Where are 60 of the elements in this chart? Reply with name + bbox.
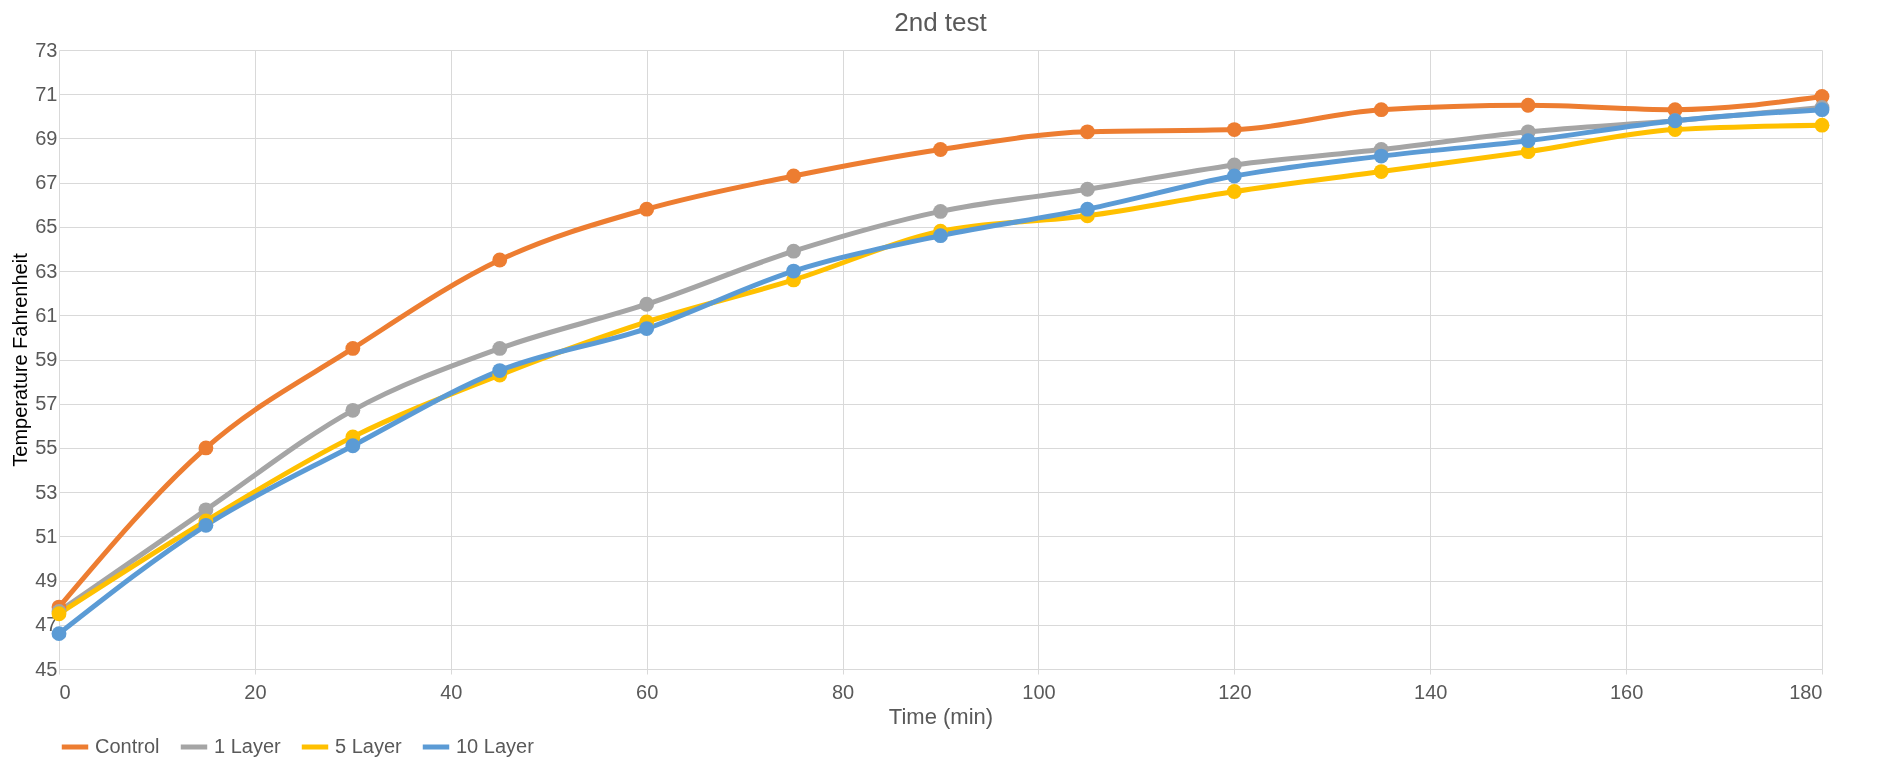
x-tick-label: 120 xyxy=(1218,680,1252,703)
point xyxy=(933,228,948,244)
point xyxy=(1226,122,1242,137)
point xyxy=(492,341,508,356)
point xyxy=(1373,148,1389,164)
y-tick-label: 49 xyxy=(35,569,58,592)
legend-label: 5 Layer xyxy=(335,735,403,757)
legend-label: 10 Layer xyxy=(456,735,535,757)
x-tick-label: 40 xyxy=(440,680,463,703)
x-tick-label: 180 xyxy=(1789,680,1823,703)
x-tick-label: 100 xyxy=(1022,680,1056,703)
point xyxy=(492,252,508,268)
point xyxy=(198,517,214,533)
y-tick-label: 63 xyxy=(35,259,58,282)
point xyxy=(492,363,508,378)
x-tick-label: 20 xyxy=(244,680,267,703)
y-tick-label: 73 xyxy=(35,38,58,61)
y-tick-label: 67 xyxy=(35,171,58,194)
point xyxy=(1080,201,1095,217)
y-tick-label: 55 xyxy=(35,436,58,459)
x-tick-label: 0 xyxy=(59,680,71,703)
y-tick-label: 71 xyxy=(35,82,58,105)
point xyxy=(1226,168,1242,184)
y-tick-label: 61 xyxy=(35,303,58,326)
chart-title: 2nd test xyxy=(894,7,988,37)
point xyxy=(1814,117,1830,133)
legend-label: 1 Layer xyxy=(214,735,282,757)
x-axis-title: Time (min) xyxy=(888,703,994,729)
legend-label: Control xyxy=(95,735,160,757)
point xyxy=(1373,102,1389,118)
y-tick-label: 57 xyxy=(35,392,58,415)
point xyxy=(1080,124,1095,140)
y-tick-label: 59 xyxy=(35,348,58,370)
point xyxy=(639,296,655,312)
point xyxy=(345,402,361,418)
point xyxy=(1520,97,1536,113)
point xyxy=(345,438,361,454)
point xyxy=(1226,184,1242,199)
point xyxy=(786,243,801,259)
point xyxy=(639,321,655,336)
y-tick-label: 69 xyxy=(35,126,58,149)
y-tick-label: 45 xyxy=(35,657,58,680)
point xyxy=(198,440,214,456)
x-tick-label: 60 xyxy=(636,680,659,703)
point xyxy=(1520,133,1536,149)
point xyxy=(933,203,948,219)
y-tick-label: 51 xyxy=(35,524,58,547)
y-axis-title: Temperature Fahrenheit xyxy=(9,252,32,467)
y-tick-label: 53 xyxy=(35,480,58,503)
x-tick-label: 140 xyxy=(1414,680,1448,703)
point xyxy=(345,341,361,356)
point xyxy=(933,142,948,157)
y-tick-label: 65 xyxy=(35,215,58,238)
x-tick-label: 80 xyxy=(831,680,855,703)
point xyxy=(639,201,655,217)
x-tick-label: 160 xyxy=(1609,680,1644,703)
point xyxy=(786,168,801,184)
point xyxy=(1080,181,1095,197)
point xyxy=(786,263,801,279)
point xyxy=(1373,164,1389,179)
